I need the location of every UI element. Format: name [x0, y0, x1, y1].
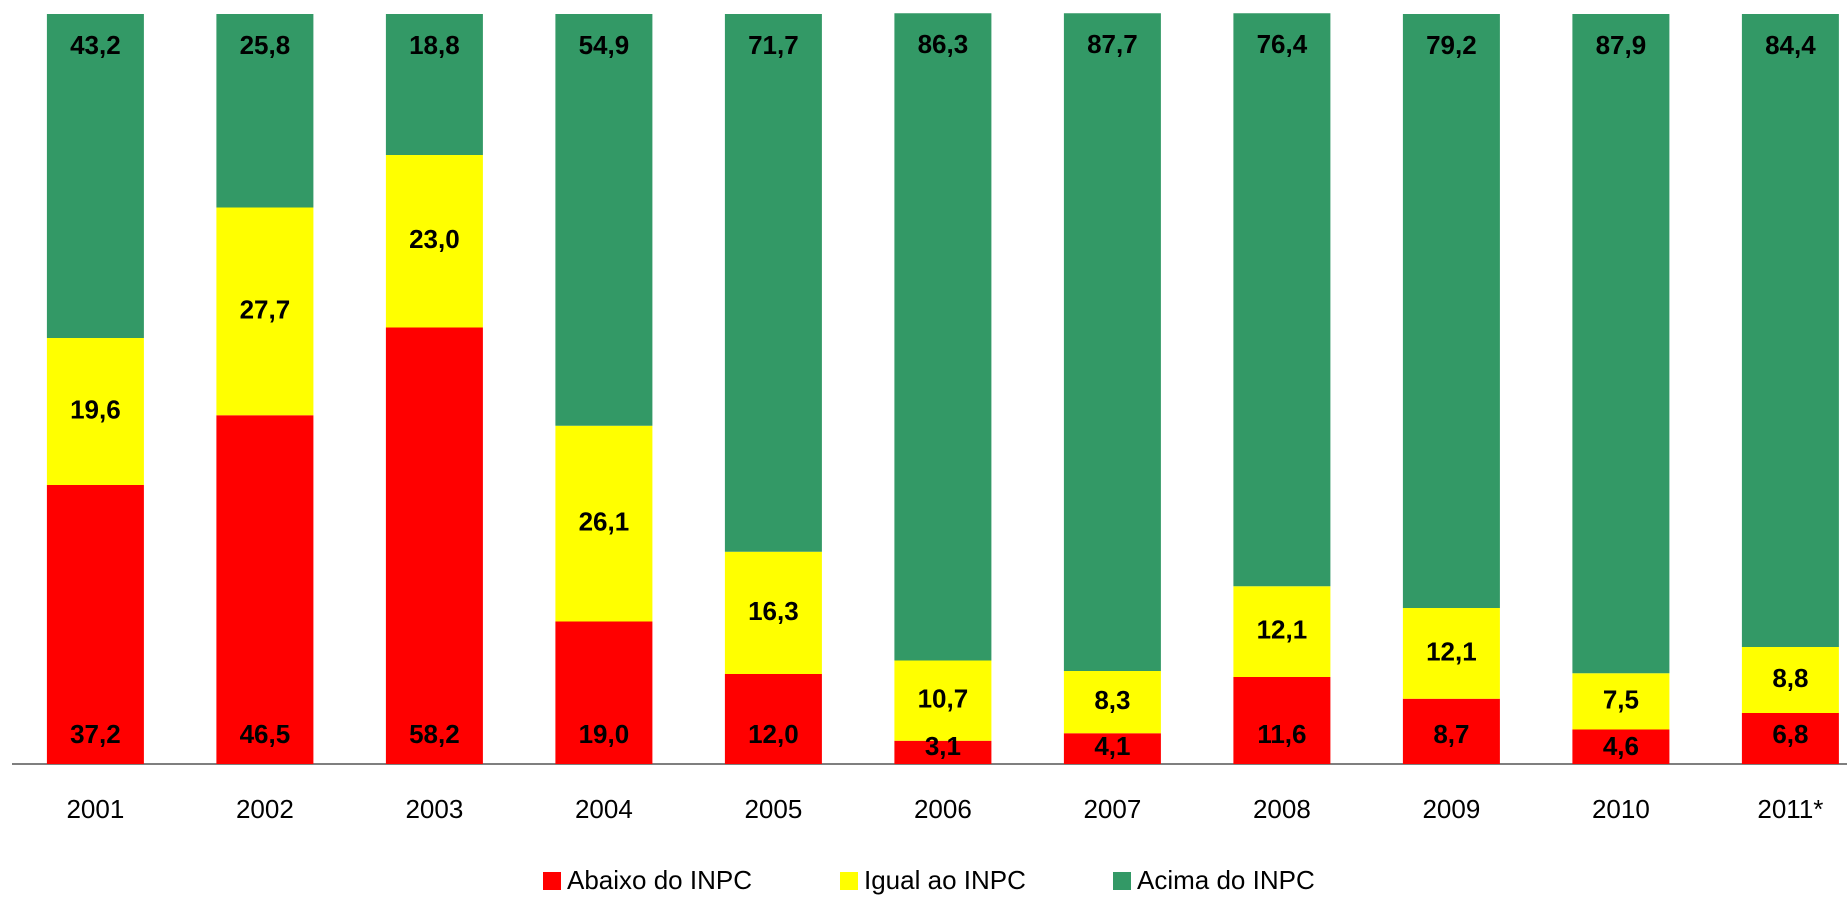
data-label: 86,3: [918, 29, 969, 59]
bar-segment: [894, 740, 992, 764]
x-tick-label: 2004: [575, 794, 633, 824]
bar-segment: [46, 485, 144, 764]
data-label: 3,1: [925, 731, 961, 761]
bar-segment: [385, 155, 483, 328]
bar-segment: [724, 14, 822, 552]
bar-segment: [555, 14, 653, 426]
data-label: 19,0: [579, 719, 630, 749]
bar-segment: [1572, 673, 1670, 730]
legend-swatch: [543, 872, 561, 890]
bar-segment: [1233, 677, 1331, 764]
data-label: 8,8: [1772, 663, 1808, 693]
legend-label: Acima do INPC: [1137, 865, 1315, 895]
bar-segment: [894, 13, 992, 661]
bar-segment: [216, 415, 314, 764]
data-label: 12,1: [1257, 615, 1308, 645]
x-tick-label: 2003: [405, 794, 463, 824]
x-tick-label: 2008: [1253, 794, 1311, 824]
data-label: 58,2: [409, 719, 460, 749]
bar-segment: [1402, 698, 1500, 764]
bar-segment: [1741, 14, 1839, 647]
data-label: 37,2: [70, 719, 121, 749]
data-label: 46,5: [240, 719, 291, 749]
x-tick-label: 2001: [66, 794, 124, 824]
data-label: 84,4: [1765, 30, 1816, 60]
data-label: 54,9: [579, 30, 630, 60]
x-tick-label: 2002: [236, 794, 294, 824]
data-label: 76,4: [1257, 29, 1308, 59]
data-label: 19,6: [70, 394, 121, 424]
data-label: 71,7: [748, 30, 799, 60]
legend-swatch: [840, 872, 858, 890]
bar-segment: [555, 425, 653, 622]
data-label: 79,2: [1426, 30, 1477, 60]
bar-segment: [46, 338, 144, 485]
bar-segment: [555, 621, 653, 764]
x-tick-label: 2005: [744, 794, 802, 824]
bar-segment: [46, 14, 144, 338]
bar-segment: [385, 14, 483, 155]
bar-segment: [724, 551, 822, 674]
bar-segment: [1063, 671, 1161, 734]
bar-segment: [216, 207, 314, 416]
data-label: 10,7: [918, 684, 969, 714]
data-label: 26,1: [579, 507, 630, 537]
x-tick-label: 2011*: [1757, 794, 1823, 824]
data-label: 12,0: [748, 719, 799, 749]
bar-segment: [1233, 13, 1331, 587]
x-tick-label: 2009: [1422, 794, 1480, 824]
x-tick-label: 2010: [1592, 794, 1650, 824]
bar-segment: [724, 674, 822, 764]
data-label: 87,7: [1087, 29, 1138, 59]
bar-segment: [216, 14, 314, 208]
bar-segment: [894, 660, 992, 741]
data-label: 6,8: [1772, 719, 1808, 749]
data-label: 25,8: [240, 30, 291, 60]
bar-segment: [1063, 733, 1161, 764]
legend-label: Igual ao INPC: [864, 865, 1026, 895]
data-label: 11,6: [1257, 719, 1306, 749]
legend-label: Abaixo do INPC: [567, 865, 752, 895]
bar-segment: [385, 327, 483, 764]
bar-segment: [1572, 14, 1670, 674]
x-tick-label: 2007: [1083, 794, 1141, 824]
bar-segment: [1741, 647, 1839, 713]
data-label: 27,7: [240, 294, 291, 324]
bar-segment: [1402, 14, 1500, 608]
data-label: 8,7: [1433, 719, 1469, 749]
data-label: 7,5: [1603, 684, 1639, 714]
data-label: 12,1: [1426, 636, 1477, 666]
data-label: 4,6: [1603, 731, 1639, 761]
bar-segment: [1402, 608, 1500, 699]
bar-segment: [1063, 13, 1161, 671]
data-label: 8,3: [1094, 685, 1130, 715]
data-label: 4,1: [1094, 731, 1130, 761]
data-label: 16,3: [748, 596, 799, 626]
data-label: 18,8: [409, 30, 460, 60]
legend-swatch: [1113, 872, 1131, 890]
data-label: 87,9: [1596, 30, 1647, 60]
bar-segment: [1741, 713, 1839, 764]
bar-segment: [1233, 586, 1331, 677]
data-label: 23,0: [409, 224, 460, 254]
x-tick-label: 2006: [914, 794, 972, 824]
data-label: 43,2: [70, 30, 121, 60]
bar-segment: [1572, 729, 1670, 764]
